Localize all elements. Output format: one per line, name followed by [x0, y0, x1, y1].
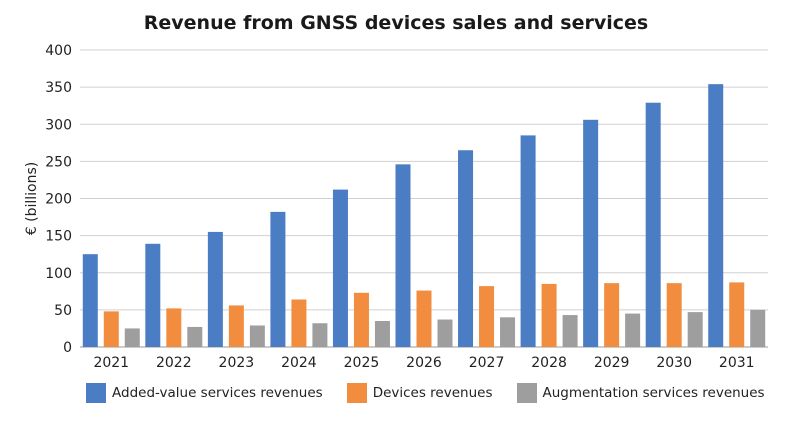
x-tick-label: 2023: [219, 355, 255, 371]
legend-item-added-value: Added-value services revenues: [86, 383, 323, 403]
bar: [437, 319, 453, 347]
bar: [270, 211, 286, 347]
x-tick-label: 2021: [93, 355, 129, 371]
bar: [249, 325, 265, 347]
y-tick-label: 50: [54, 303, 72, 319]
legend-swatch-added-value: [86, 383, 106, 403]
bar: [562, 315, 578, 347]
y-tick-label: 300: [45, 117, 72, 133]
legend-label-devices: Devices revenues: [372, 385, 493, 401]
bar: [332, 189, 348, 347]
x-tick-label: 2030: [656, 355, 692, 371]
x-tick-label: 2022: [156, 355, 192, 371]
y-tick-label: 150: [45, 229, 72, 245]
legend-swatch-devices: [346, 383, 367, 403]
x-tick-label: 2025: [344, 355, 380, 371]
y-tick-label: 400: [45, 43, 72, 59]
bar: [145, 243, 161, 347]
bar: [500, 317, 516, 347]
x-tick-label: 2027: [469, 355, 505, 371]
x-tick-label: 2024: [281, 355, 317, 371]
bar: [541, 283, 557, 347]
y-tick-label: 0: [63, 340, 72, 356]
bar: [312, 323, 328, 347]
bar: [166, 308, 182, 347]
bar: [520, 135, 536, 347]
bar: [479, 286, 495, 347]
y-tick-label: 350: [45, 80, 72, 96]
legend-swatch-augmentation: [516, 383, 537, 403]
chart-title: Revenue from GNSS devices sales and serv…: [143, 12, 649, 34]
bar: [604, 283, 620, 347]
bar: [82, 254, 98, 347]
bar: [666, 283, 682, 347]
legend-item-devices: Devices revenues: [346, 383, 493, 403]
legend-label-augmentation: Augmentation services revenues: [542, 385, 765, 401]
bar: [353, 292, 369, 347]
bar: [687, 312, 703, 347]
bar: [416, 290, 432, 347]
bar: [645, 102, 661, 347]
bar: [395, 164, 411, 347]
bar: [291, 299, 307, 347]
bar: [187, 326, 203, 347]
bar: [103, 311, 119, 347]
y-tick-label: 100: [45, 266, 72, 282]
bar: [750, 309, 766, 347]
y-axis-label: € (billions): [24, 162, 40, 235]
bar: [458, 150, 474, 347]
bar: [729, 282, 745, 347]
x-tick-label: 2029: [594, 355, 630, 371]
x-tick-label: 2026: [406, 355, 442, 371]
legend-label-added-value: Added-value services revenues: [112, 385, 323, 401]
legend: Added-value services revenues Devices re…: [86, 383, 789, 403]
x-tick-label: 2031: [719, 355, 755, 371]
bar: [583, 119, 599, 347]
bar: [708, 84, 724, 347]
x-tick-label: 2028: [531, 355, 567, 371]
bar: [124, 328, 140, 347]
bar: [374, 321, 390, 347]
bar: [625, 313, 641, 347]
bar: [207, 231, 223, 347]
legend-item-augmentation: Augmentation services revenues: [516, 383, 765, 403]
bar: [228, 305, 244, 347]
y-tick-label: 200: [45, 192, 72, 208]
y-tick-label: 250: [45, 154, 72, 170]
